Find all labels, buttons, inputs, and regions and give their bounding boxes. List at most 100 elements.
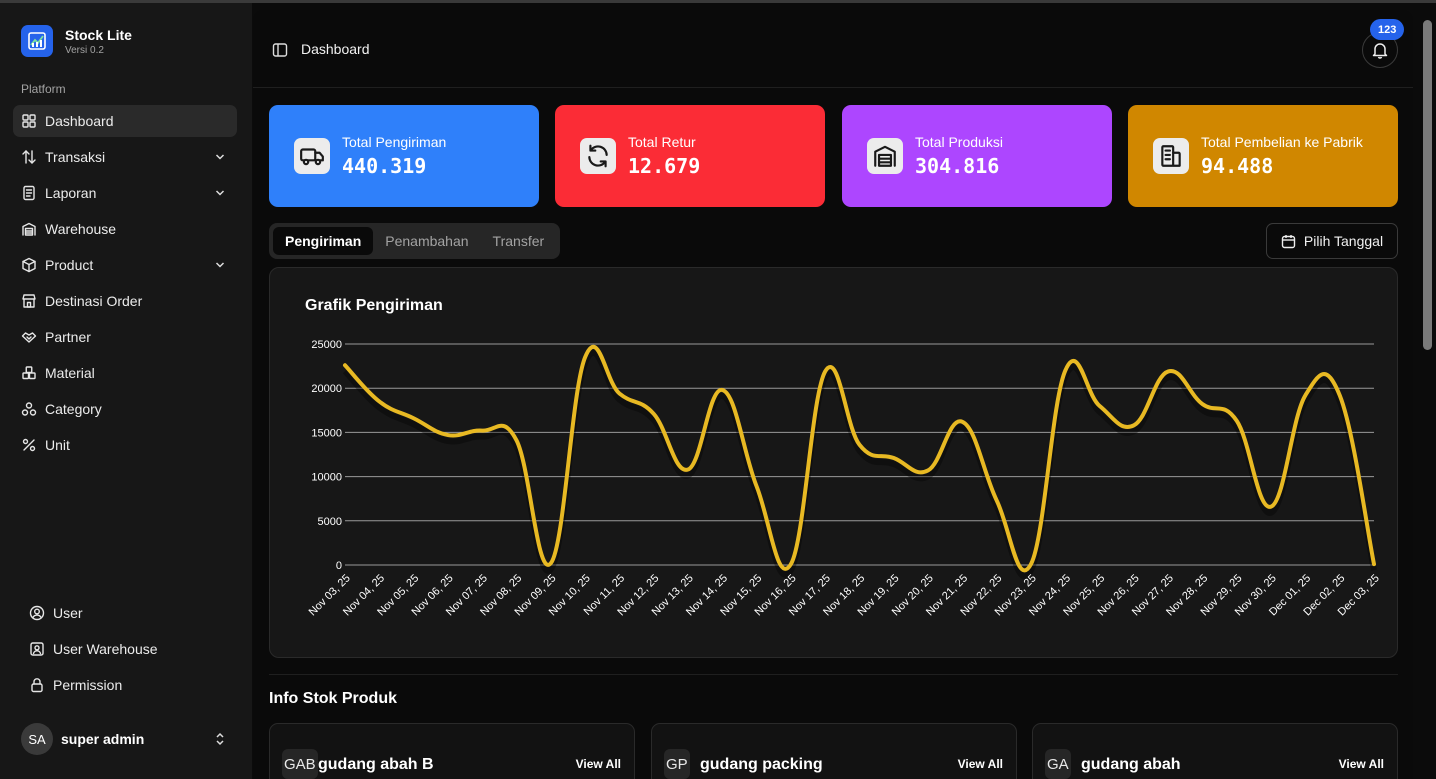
sidebar-item-unit[interactable]: Unit	[13, 429, 237, 461]
section-divider	[269, 674, 1398, 675]
stat-card-total-pembelian-ke-pabrik: Total Pembelian ke Pabrik 94.488	[1128, 105, 1398, 207]
brand-name: Stock Lite	[65, 26, 132, 43]
brand-version: Versi 0.2	[65, 44, 104, 56]
y-tick-label: 10000	[311, 472, 342, 484]
user-name: super admin	[61, 731, 145, 747]
sidebar-item-laporan[interactable]: Laporan	[13, 177, 237, 209]
sidebar-item-label: Category	[45, 401, 102, 417]
date-picker-label: Pilih Tanggal	[1303, 233, 1384, 249]
warehouse-name: gudang packing	[700, 756, 823, 773]
tab-transfer[interactable]: Transfer	[492, 233, 545, 249]
chevron-down-icon	[215, 190, 225, 196]
avatar: SA	[21, 723, 53, 755]
y-tick-label: 0	[336, 560, 342, 572]
chart-title: Grafik Pengiriman	[305, 297, 443, 314]
package-icon	[21, 257, 37, 273]
sidebar-item-category[interactable]: Category	[13, 393, 237, 425]
sidebar-item-permission[interactable]: Permission	[21, 669, 237, 701]
sidebar-item-partner[interactable]: Partner	[13, 321, 237, 353]
arrows-icon	[21, 149, 37, 165]
sidebar: Stock Lite Versi 0.2 Platform Dashboard T…	[0, 3, 252, 779]
sidebar-item-transaksi[interactable]: Transaksi	[13, 141, 237, 173]
building-icon	[1153, 138, 1189, 174]
brand-logo-icon	[21, 25, 53, 57]
stat-card-total-pengiriman: Total Pengiriman 440.319	[269, 105, 539, 207]
nav-section-label: Platform	[21, 82, 66, 96]
sidebar-item-label: Permission	[53, 677, 123, 693]
sidebar-item-label: Product	[45, 257, 94, 273]
stat-card-total-produksi: Total Produksi 304.816	[842, 105, 1112, 207]
sidebar-bottom-nav: User User Warehouse Permission	[21, 597, 237, 705]
y-tick-label: 15000	[311, 427, 342, 439]
tab-pengiriman[interactable]: Pengiriman	[273, 227, 374, 255]
chart-tabs: Pengiriman Penambahan Transfer	[269, 223, 561, 259]
sidebar-item-label: Warehouse	[45, 221, 117, 237]
stat-value: 304.816	[915, 154, 1000, 178]
stat-label: Total Produksi	[915, 134, 1003, 150]
date-picker-button[interactable]: Pilih Tanggal	[1266, 223, 1398, 259]
sidebar-item-warehouse[interactable]: Warehouse	[13, 213, 237, 245]
stats-row: Total Pengiriman 440.319 Total Retur 12.…	[269, 105, 1399, 207]
view-all-link[interactable]: View All	[1338, 757, 1384, 771]
sidebar-item-user-warehouse[interactable]: User Warehouse	[21, 633, 237, 665]
brand[interactable]: Stock Lite Versi 0.2	[21, 25, 132, 57]
sidebar-item-label: Unit	[45, 437, 70, 453]
header: Dashboard 123	[253, 10, 1413, 88]
report-icon	[21, 185, 37, 201]
warehouse-name: gudang abah B	[318, 756, 434, 773]
stat-value: 94.488	[1201, 154, 1274, 178]
sidebar-item-label: Material	[45, 365, 95, 381]
sidebar-item-label: User	[53, 605, 83, 621]
breadcrumb: Dashboard	[301, 41, 370, 57]
sidebar-toggle-icon[interactable]	[272, 42, 288, 58]
sidebar-item-dashboard[interactable]: Dashboard	[13, 105, 237, 137]
stat-value: 440.319	[342, 154, 427, 178]
grid-icon	[21, 113, 37, 129]
sidebar-item-label: Partner	[45, 329, 91, 345]
sidebar-item-label: Destinasi Order	[45, 293, 143, 309]
shapes-icon	[21, 401, 37, 417]
sidebar-item-label: Transaksi	[45, 149, 106, 165]
warehouse-icon	[21, 221, 37, 237]
view-all-link[interactable]: View All	[575, 757, 621, 771]
warehouse-initials: GP	[664, 749, 690, 779]
stat-label: Total Pembelian ke Pabrik	[1201, 134, 1363, 150]
stock-section-title: Info Stok Produk	[269, 690, 397, 707]
chevron-down-icon	[215, 262, 225, 268]
sidebar-item-destinasi-order[interactable]: Destinasi Order	[13, 285, 237, 317]
page-scrollbar[interactable]	[1423, 20, 1432, 350]
user-square-icon	[29, 641, 45, 657]
sidebar-item-label: Laporan	[45, 185, 97, 201]
user-menu[interactable]: SA super admin	[21, 722, 237, 756]
view-all-link[interactable]: View All	[957, 757, 1003, 771]
sidebar-item-user[interactable]: User	[21, 597, 237, 629]
main-content: Dashboard 123 Total Pengiriman 440.319 T…	[253, 10, 1413, 779]
calendar-icon	[1281, 234, 1296, 248]
stat-value: 12.679	[628, 154, 701, 178]
tab-penambahan[interactable]: Penambahan	[385, 233, 469, 249]
sidebar-item-product[interactable]: Product	[13, 249, 237, 281]
sidebar-nav: Dashboard Transaksi Laporan Warehouse Produc…	[13, 105, 237, 465]
stat-label: Total Pengiriman	[342, 134, 447, 150]
truck-icon	[294, 138, 330, 174]
y-tick-label: 20000	[311, 383, 342, 395]
warehouse-icon	[867, 138, 903, 174]
user-circle-icon	[29, 605, 45, 621]
warehouse-name: gudang abah	[1081, 756, 1181, 773]
boxes-icon	[21, 365, 37, 381]
bell-icon	[1372, 43, 1388, 59]
handshake-icon	[21, 329, 37, 345]
lock-icon	[29, 677, 45, 693]
series-line-shadow	[342, 350, 1377, 580]
warehouse-card: GP gudang packing View All	[651, 723, 1017, 779]
chart-card: Grafik Pengiriman 0 5000 10000 15000 20000 25…	[269, 267, 1398, 658]
sidebar-item-material[interactable]: Material	[13, 357, 237, 389]
stat-label: Total Retur	[628, 134, 696, 150]
y-tick-label: 25000	[311, 339, 342, 351]
warehouse-card: GA gudang abah View All	[1032, 723, 1398, 779]
notification-badge: 123	[1370, 19, 1405, 40]
stat-card-total-retur: Total Retur 12.679	[555, 105, 825, 207]
warehouse-initials: GAB	[282, 749, 318, 779]
percent-icon	[21, 437, 37, 453]
